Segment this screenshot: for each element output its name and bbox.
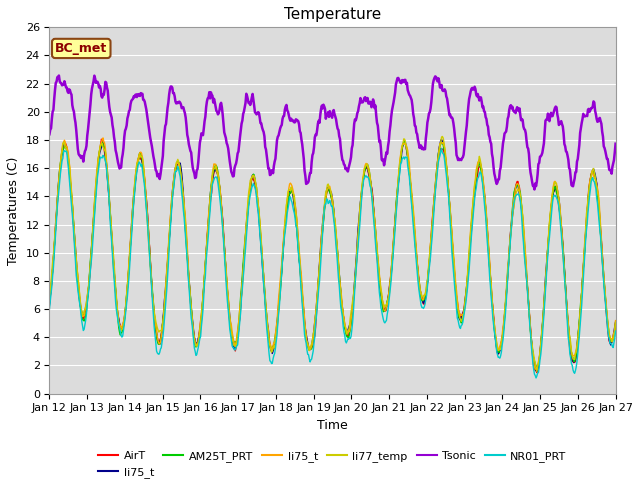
li77_temp (114, 314, 122, 320)
li75_t (612, 318, 620, 324)
Tsonic (202, 104, 210, 110)
AirT (45, 300, 53, 306)
NR01_PRT (418, 305, 426, 311)
NR01_PRT (612, 328, 620, 334)
li77_temp (56, 171, 63, 177)
Line: AirT: AirT (49, 139, 616, 372)
li75_t (533, 369, 541, 374)
AM25T_PRT (114, 317, 122, 323)
AM25T_PRT (419, 298, 426, 304)
li75_t (419, 297, 426, 303)
li75_t (202, 262, 209, 268)
li75_t (115, 319, 123, 324)
Y-axis label: Temperatures (C): Temperatures (C) (7, 156, 20, 264)
AM25T_PRT (202, 261, 209, 266)
AirT (533, 370, 541, 375)
li77_temp (533, 369, 541, 374)
li75_t (401, 139, 409, 145)
NR01_PRT (532, 375, 540, 381)
AM25T_PRT (401, 139, 408, 144)
li75_t (202, 251, 210, 256)
NR01_PRT (401, 154, 409, 160)
li77_temp (438, 133, 446, 139)
Line: NR01_PRT: NR01_PRT (49, 148, 616, 378)
li75_t (56, 167, 63, 173)
li75_t (99, 135, 107, 141)
li75_t (45, 302, 53, 308)
li77_temp (418, 293, 426, 299)
AM25T_PRT (172, 166, 179, 172)
li75_t (172, 165, 179, 170)
Line: li75_t: li75_t (49, 140, 616, 372)
li75_t (114, 312, 122, 318)
Tsonic (172, 100, 180, 106)
li75_t (172, 162, 180, 168)
AirT (97, 136, 105, 142)
NR01_PRT (114, 318, 122, 324)
li77_temp (45, 295, 53, 301)
li75_t (45, 299, 53, 304)
Line: li75_t: li75_t (49, 138, 616, 369)
li75_t (612, 319, 620, 325)
AirT (172, 166, 180, 171)
Line: li77_temp: li77_temp (49, 136, 616, 372)
li75_t (418, 294, 426, 300)
NR01_PRT (56, 179, 63, 185)
li77_temp (612, 320, 620, 325)
Line: AM25T_PRT: AM25T_PRT (49, 142, 616, 366)
AirT (612, 320, 620, 326)
NR01_PRT (45, 306, 53, 312)
li75_t (403, 142, 410, 147)
Tsonic (55, 72, 63, 78)
AirT (419, 300, 426, 305)
Tsonic (57, 80, 65, 86)
li77_temp (401, 139, 409, 144)
NR01_PRT (202, 274, 209, 279)
X-axis label: Time: Time (317, 419, 348, 432)
li77_temp (172, 166, 179, 172)
li75_t (531, 366, 539, 372)
AirT (56, 173, 63, 179)
Line: Tsonic: Tsonic (49, 75, 616, 190)
Tsonic (45, 132, 53, 137)
Tsonic (403, 81, 410, 87)
Tsonic (531, 187, 538, 192)
AM25T_PRT (533, 363, 541, 369)
li75_t (56, 167, 63, 173)
AM25T_PRT (403, 143, 410, 148)
Tsonic (115, 163, 123, 168)
AirT (403, 144, 410, 149)
li77_temp (202, 259, 209, 265)
AM25T_PRT (56, 166, 63, 172)
AM25T_PRT (612, 321, 620, 327)
AM25T_PRT (45, 298, 53, 303)
Legend: AirT, li75_t, AM25T_PRT, li75_t, li77_temp, Tsonic, NR01_PRT: AirT, li75_t, AM25T_PRT, li75_t, li77_te… (94, 447, 571, 480)
Text: BC_met: BC_met (55, 42, 108, 55)
li75_t (438, 137, 445, 143)
Tsonic (612, 141, 620, 146)
Title: Temperature: Temperature (284, 7, 381, 22)
NR01_PRT (172, 168, 179, 174)
AirT (202, 249, 210, 255)
AirT (115, 318, 123, 324)
Tsonic (419, 145, 426, 151)
NR01_PRT (438, 145, 445, 151)
